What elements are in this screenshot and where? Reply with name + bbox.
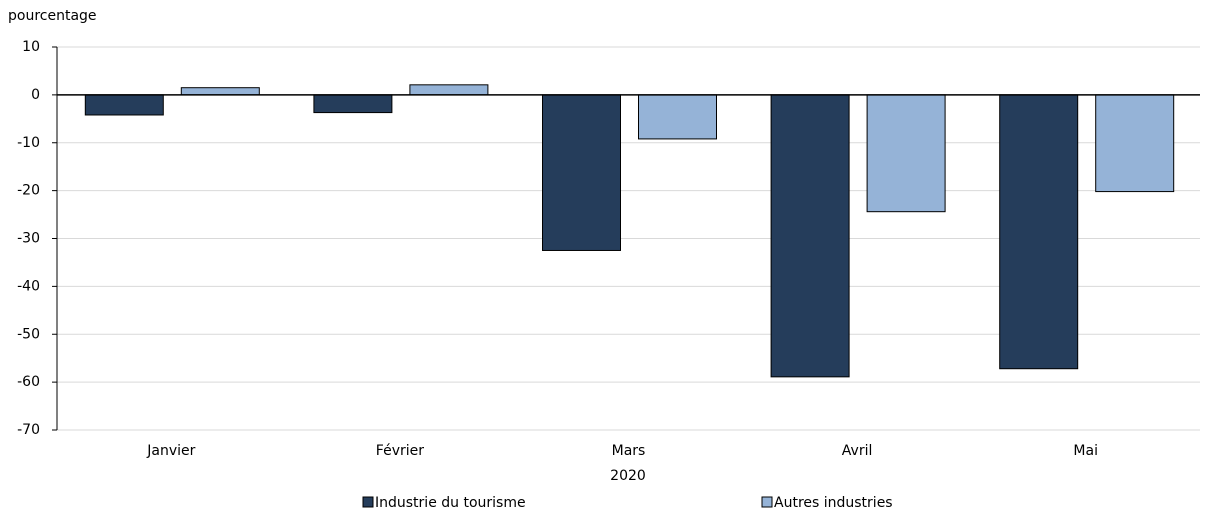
bar — [409, 84, 489, 96]
y-tick-label: -70 — [17, 422, 40, 438]
x-axis-label: 2020 — [610, 468, 646, 484]
bar — [770, 94, 850, 378]
y-tick-label: -30 — [17, 231, 40, 247]
legend-label: Autres industries — [774, 495, 893, 511]
y-tick-label: -60 — [17, 374, 40, 390]
y-tick-label: -20 — [17, 183, 40, 199]
legend-label: Industrie du tourisme — [375, 495, 526, 511]
x-tick-label: Mars — [612, 443, 646, 459]
x-tick-label: Février — [376, 443, 424, 459]
x-tick-label: Mai — [1073, 443, 1098, 459]
legend-swatch — [761, 496, 773, 508]
y-tick-label: -40 — [17, 278, 40, 294]
x-tick-label: Avril — [842, 443, 873, 459]
y-tick-label: -50 — [17, 326, 40, 342]
bar — [999, 94, 1079, 370]
bar — [1095, 94, 1175, 193]
bar — [866, 94, 946, 213]
y-tick-label: -10 — [17, 135, 40, 151]
bar — [180, 87, 260, 96]
y-tick-label: 0 — [31, 87, 40, 103]
bar — [313, 94, 393, 114]
y-axis-label: pourcentage — [8, 8, 97, 24]
y-tick-label: 10 — [22, 39, 40, 55]
bar — [84, 94, 164, 116]
x-tick-label: Janvier — [146, 443, 195, 459]
bar — [542, 94, 621, 251]
bar — [638, 94, 717, 140]
legend-swatch — [362, 496, 374, 508]
